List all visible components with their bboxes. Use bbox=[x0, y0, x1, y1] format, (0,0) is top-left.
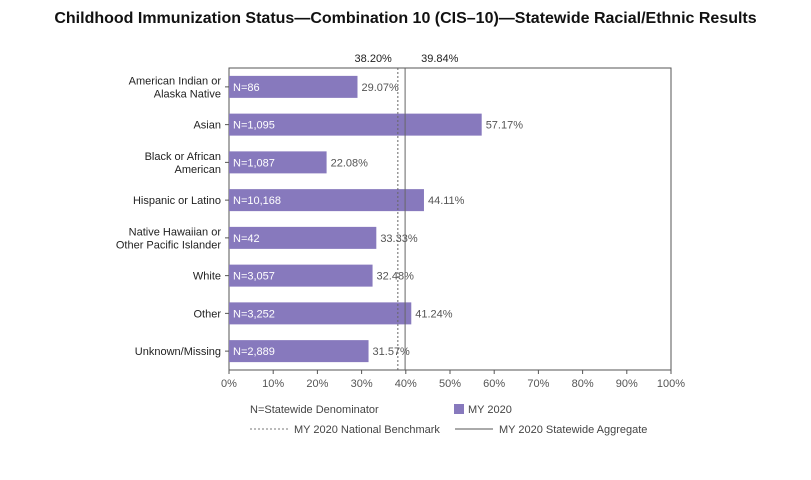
bar-value-label-1: 57.17% bbox=[486, 120, 524, 132]
category-label-0: American Indian or Alaska Native bbox=[129, 75, 222, 100]
x-tick-label-3: 30% bbox=[351, 378, 373, 390]
legend-my2020-swatch bbox=[454, 404, 464, 414]
bar-denominator-3: N=10,168 bbox=[233, 195, 281, 207]
bar-6 bbox=[229, 302, 412, 325]
legend-aggregate-text: MY 2020 Statewide Aggregate bbox=[499, 424, 647, 436]
x-tick-label-1: 10% bbox=[262, 378, 284, 390]
bar-0 bbox=[229, 75, 358, 98]
legend-my2020-text: MY 2020 bbox=[468, 404, 512, 416]
x-tick-label-0: 0% bbox=[221, 378, 237, 390]
chart-title: Childhood Immunization Status—Combinatio… bbox=[54, 10, 757, 27]
x-tick-label-4: 40% bbox=[395, 378, 417, 390]
bar-3 bbox=[229, 189, 424, 212]
bar-value-label-2: 22.08% bbox=[331, 157, 369, 169]
bar-denominator-7: N=2,889 bbox=[233, 346, 275, 358]
aggregate-label: 39.84% bbox=[421, 53, 459, 65]
legend-denominator-text: N=Statewide Denominator bbox=[250, 404, 379, 416]
x-tick-label-6: 60% bbox=[483, 378, 505, 390]
bar-denominator-6: N=3,252 bbox=[233, 308, 275, 320]
bar-value-label-5: 32.48% bbox=[377, 271, 415, 283]
x-tick-label-8: 80% bbox=[572, 378, 594, 390]
legend-benchmark-text: MY 2020 National Benchmark bbox=[294, 424, 440, 436]
bar-5 bbox=[229, 264, 373, 287]
x-tick-label-2: 20% bbox=[306, 378, 328, 390]
category-label-7: Unknown/Missing bbox=[135, 346, 221, 358]
bar-denominator-2: N=1,087 bbox=[233, 157, 275, 169]
bar-value-label-3: 44.11% bbox=[428, 195, 465, 207]
bar-1 bbox=[229, 113, 482, 136]
bar-2 bbox=[229, 151, 327, 174]
category-label-2: Black or African American bbox=[145, 151, 221, 176]
bar-denominator-4: N=42 bbox=[233, 233, 260, 245]
x-tick-label-10: 100% bbox=[657, 378, 685, 390]
category-label-1: Asian bbox=[193, 120, 221, 132]
bar-value-label-4: 33.33% bbox=[380, 233, 418, 245]
bar-4 bbox=[229, 226, 377, 249]
category-label-3: Hispanic or Latino bbox=[133, 195, 221, 207]
x-tick-label-5: 50% bbox=[439, 378, 461, 390]
x-tick-label-9: 90% bbox=[616, 378, 638, 390]
bar-value-label-7: 31.57% bbox=[373, 346, 411, 358]
x-tick-label-7: 70% bbox=[527, 378, 549, 390]
category-label-4: Native Hawaiian or Other Pacific Islander bbox=[116, 226, 221, 251]
bar-value-label-6: 41.24% bbox=[415, 308, 453, 320]
bar-7 bbox=[229, 340, 369, 363]
category-label-6: Other bbox=[193, 308, 221, 320]
bar-value-label-0: 29.07% bbox=[361, 82, 399, 94]
bar-denominator-1: N=1,095 bbox=[233, 120, 275, 132]
bar-denominator-0: N=86 bbox=[233, 82, 260, 94]
bar-denominator-5: N=3,057 bbox=[233, 271, 275, 283]
plot-frame bbox=[228, 67, 672, 371]
category-label-5: White bbox=[193, 271, 221, 283]
benchmark-label: 38.20% bbox=[355, 53, 393, 65]
